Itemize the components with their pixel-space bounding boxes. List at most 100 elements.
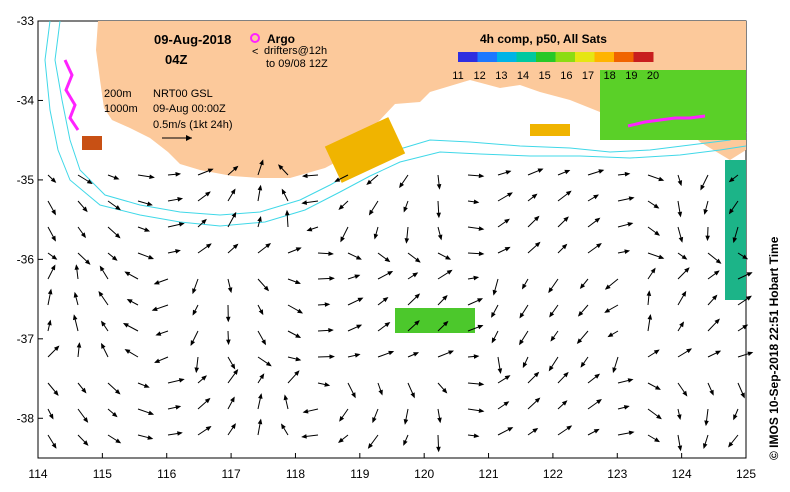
current-arrow-head xyxy=(230,396,235,403)
current-arrow-head xyxy=(534,241,541,248)
current-arrow-head xyxy=(594,217,601,223)
current-arrow-head xyxy=(306,226,313,232)
current-arrow-head xyxy=(414,320,420,326)
current-arrow-head xyxy=(194,367,200,374)
current-arrow-head xyxy=(537,168,544,173)
colorbar-tick-label: 12 xyxy=(474,70,486,82)
current-arrow-head xyxy=(53,390,59,396)
current-arrow-head xyxy=(261,339,267,346)
current-arrow-head xyxy=(340,236,345,243)
current-arrow-head xyxy=(686,348,693,354)
current-arrow-head xyxy=(257,418,263,425)
current-arrow-head xyxy=(205,191,211,197)
colorbar-swatch xyxy=(614,52,634,62)
current-arrow-head xyxy=(627,378,634,383)
colorbar-tick-label: 16 xyxy=(560,70,572,82)
current-arrow-head xyxy=(126,298,133,304)
current-arrow-head xyxy=(548,287,554,294)
current-arrow-head xyxy=(205,243,212,249)
colorbar-swatch xyxy=(458,52,478,62)
current-arrow-head xyxy=(378,389,383,396)
colorbar-swatch xyxy=(516,52,537,62)
sst-patch-small xyxy=(82,136,102,150)
current-arrow-head xyxy=(204,397,211,404)
sst-patch-green xyxy=(395,308,475,333)
current-arrow-head xyxy=(258,309,264,316)
x-tick-label: 124 xyxy=(672,467,692,481)
colorbar-title: 4h comp, p50, All Sats xyxy=(480,32,607,46)
x-tick-label: 125 xyxy=(736,467,756,481)
x-tick-label: 120 xyxy=(414,467,434,481)
current-arrow-head xyxy=(47,288,53,295)
current-arrow-head xyxy=(436,446,441,453)
current-arrow-head xyxy=(86,179,93,185)
current-arrow-head xyxy=(742,254,749,260)
current-arrow-head xyxy=(491,312,496,318)
current-arrow-head xyxy=(329,276,335,281)
current-arrow-head xyxy=(302,409,309,414)
current-arrow-head xyxy=(84,259,91,265)
current-arrow-head xyxy=(436,184,442,190)
current-arrow-head xyxy=(678,236,684,243)
current-arrow-head xyxy=(48,413,54,420)
current-arrow-head xyxy=(111,411,118,418)
current-arrow-head xyxy=(703,209,708,215)
current-arrow-head xyxy=(388,350,395,356)
drifter-track-east xyxy=(627,114,706,128)
current-arrow-head xyxy=(576,338,583,344)
current-arrow-head xyxy=(681,290,687,297)
current-arrows xyxy=(47,159,754,453)
contour-label-1000m: 1000m xyxy=(104,103,138,115)
title-time: 04Z xyxy=(165,52,187,67)
sst-patch-east xyxy=(600,70,746,140)
current-arrow-head xyxy=(503,401,510,407)
current-arrow-head xyxy=(593,428,600,434)
current-arrow-head xyxy=(715,258,722,264)
colorbar-tick-label: 15 xyxy=(539,70,551,82)
x-tick-label: 115 xyxy=(93,467,112,481)
current-arrow-head xyxy=(532,427,539,433)
contour-label-200m: 200m xyxy=(104,88,132,100)
current-arrow-head xyxy=(473,199,480,205)
current-arrow-head xyxy=(519,339,524,346)
current-arrow-head xyxy=(412,272,419,278)
drifters-to-label: to 09/08 12Z xyxy=(266,58,328,70)
current-arrow-head xyxy=(278,164,284,170)
current-arrow-head xyxy=(178,222,185,227)
current-arrow-head xyxy=(111,255,118,261)
current-arrow-head xyxy=(561,243,568,250)
current-arrow-head xyxy=(624,249,631,254)
current-arrow-head xyxy=(175,249,181,254)
current-arrow-head xyxy=(563,371,569,378)
contour-200m xyxy=(54,20,747,216)
current-arrow-head xyxy=(676,414,682,421)
current-arrow-head xyxy=(399,182,405,189)
y-tick-label: -34 xyxy=(17,93,35,107)
current-arrow-head xyxy=(563,216,569,222)
current-arrow-head xyxy=(257,216,262,222)
y-tick-label: -37 xyxy=(17,332,35,346)
current-arrow-head xyxy=(441,387,448,394)
current-arrow-head xyxy=(98,290,104,297)
current-arrow-head xyxy=(604,308,611,313)
current-arrow-head xyxy=(519,312,525,319)
sst-patches xyxy=(82,70,746,333)
current-arrow-head xyxy=(328,251,334,256)
current-arrow-head xyxy=(372,417,377,424)
current-arrow-head xyxy=(51,254,58,260)
current-arrow-head xyxy=(295,333,302,338)
current-arrow-head xyxy=(550,335,556,342)
current-arrow-head xyxy=(647,313,653,320)
current-arrow-head xyxy=(76,342,82,348)
current-arrow-head xyxy=(507,427,514,432)
current-arrow-head xyxy=(328,328,334,333)
current-arrow-head xyxy=(51,235,56,242)
current-arrow-head xyxy=(295,356,302,362)
scale-label: 0.5m/s (1kt 24h) xyxy=(153,119,232,131)
current-arrow-head xyxy=(598,169,605,174)
current-arrow-head xyxy=(177,431,183,436)
current-arrow-head xyxy=(259,159,264,166)
current-arrow-head xyxy=(230,188,236,195)
current-arrow-head xyxy=(192,288,197,295)
current-arrow-head xyxy=(72,314,78,321)
